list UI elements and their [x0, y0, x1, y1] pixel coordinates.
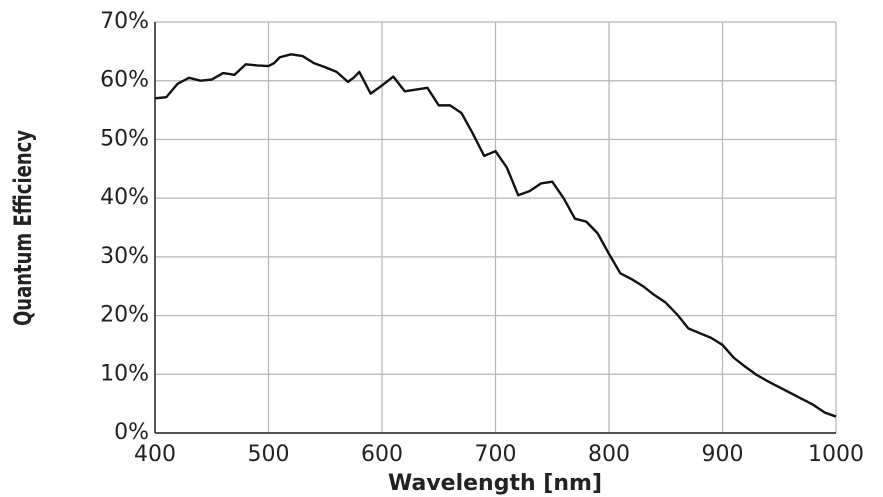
y-tick-label: 50%: [100, 126, 149, 151]
y-tick-label: 30%: [100, 244, 149, 269]
x-tick-label: 800: [588, 442, 630, 467]
x-tick-label: 600: [361, 442, 403, 467]
x-tick-label: 900: [702, 442, 744, 467]
y-tick-label: 10%: [100, 361, 149, 386]
x-tick-label: 400: [134, 442, 176, 467]
y-tick-label: 70%: [100, 9, 149, 34]
y-axis-label: Quantum Efficiency: [9, 130, 37, 326]
data-line: [154, 53, 837, 418]
x-tick-label: 700: [475, 442, 517, 467]
y-tick-label: 0%: [114, 420, 149, 445]
y-tick-label: 20%: [100, 303, 149, 328]
y-tick-label: 60%: [100, 68, 149, 93]
x-tick-label: 1000: [808, 442, 864, 467]
x-tick-label: 500: [248, 442, 290, 467]
y-tick-label: 40%: [100, 185, 149, 210]
x-axis-label: Wavelength [nm]: [388, 471, 602, 496]
